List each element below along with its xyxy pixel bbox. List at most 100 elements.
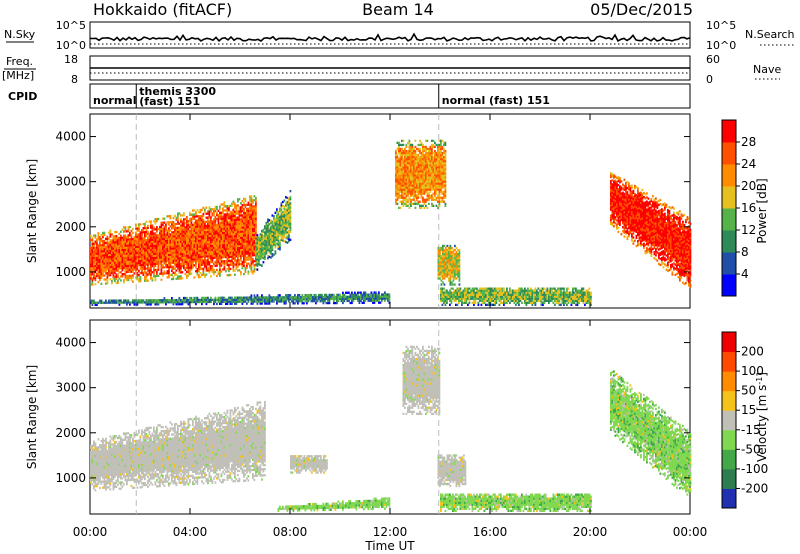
heatmap-cell: [226, 231, 229, 234]
heatmap-cell: [120, 248, 122, 252]
heatmap-cell: [416, 188, 418, 191]
heatmap-cell: [250, 205, 253, 208]
heatmap-cell: [265, 225, 268, 229]
heatmap-cell: [261, 300, 263, 303]
heatmap-cell: [192, 250, 194, 253]
heatmap-cell: [151, 252, 154, 256]
heatmap-cell: [232, 261, 235, 264]
heatmap-cell: [238, 259, 241, 262]
heatmap-cell: [235, 226, 238, 230]
heatmap-cell: [174, 299, 176, 302]
heatmap-cell: [276, 232, 278, 235]
heatmap-cell: [121, 263, 124, 266]
heatmap-cell: [117, 249, 119, 252]
heatmap-cell: [264, 241, 266, 244]
heatmap-cell: [210, 252, 212, 256]
heatmap-cell: [211, 246, 214, 249]
heatmap-cell: [440, 162, 442, 165]
heatmap-cell: [253, 233, 256, 236]
heatmap-cell: [289, 216, 292, 219]
heatmap-cell: [166, 221, 169, 224]
heatmap-cell: [261, 229, 263, 233]
heatmap-cell: [91, 258, 94, 262]
heatmap-cell: [419, 174, 421, 177]
heatmap-cell: [271, 234, 274, 237]
heatmap-cell: [127, 248, 130, 251]
heatmap-cell: [114, 237, 116, 240]
heatmap-cell: [186, 276, 188, 280]
heatmap-cell: [106, 245, 109, 248]
heatmap-cell: [443, 166, 445, 169]
heatmap-cell: [225, 235, 227, 238]
heatmap-cell: [235, 245, 238, 248]
heatmap-cell: [399, 190, 402, 193]
heatmap-cell: [398, 166, 400, 169]
heatmap-cell: [280, 204, 283, 207]
heatmap-cell: [282, 233, 284, 236]
heatmap-cell: [250, 250, 253, 253]
heatmap-cell: [431, 151, 433, 155]
heatmap-cell: [136, 233, 139, 236]
heatmap-cell: [249, 221, 251, 225]
heatmap-cell: [416, 190, 418, 193]
heatmap-cell: [96, 248, 98, 251]
heatmap-cell: [444, 202, 447, 205]
heatmap-cell: [160, 242, 163, 245]
heatmap-cell: [417, 192, 420, 195]
heatmap-cell: [169, 255, 172, 258]
heatmap-cell: [151, 224, 154, 227]
heatmap-cell: [228, 251, 230, 254]
heatmap-cell: [286, 294, 289, 297]
heatmap-cell: [273, 219, 275, 222]
heatmap-cell: [223, 296, 226, 299]
heatmap-cell: [120, 242, 122, 246]
heatmap-cell: [444, 178, 447, 181]
heatmap-cell: [135, 260, 137, 263]
heatmap-cell: [411, 151, 414, 155]
heatmap-cell: [411, 168, 414, 171]
heatmap-cell: [138, 301, 140, 304]
heatmap-cell: [249, 254, 251, 257]
heatmap-cell: [130, 246, 133, 249]
heatmap-cell: [398, 149, 400, 153]
heatmap-cell: [109, 231, 112, 234]
heatmap-cell: [238, 232, 241, 235]
heatmap-cell: [270, 221, 272, 225]
heatmap-cell: [432, 184, 435, 187]
heatmap-cell: [443, 170, 445, 173]
heatmap-cell: [123, 244, 125, 247]
heatmap-cell: [220, 237, 223, 241]
heatmap-cell: [229, 298, 232, 301]
heatmap-cell: [216, 254, 218, 257]
heatmap-cell: [405, 180, 408, 183]
heatmap-cell: [372, 295, 374, 298]
heatmap-cell: [255, 296, 257, 299]
heatmap-cell: [445, 250, 447, 254]
heatmap-cell: [112, 267, 115, 270]
heatmap-cell: [438, 178, 441, 181]
heatmap-cell: [286, 200, 289, 204]
heatmap-cell: [411, 186, 414, 189]
heatmap-cell: [145, 301, 148, 304]
heatmap-cell: [118, 299, 121, 302]
heatmap-cell: [252, 219, 254, 222]
heatmap-cell: [219, 252, 221, 255]
heatmap-cell: [133, 268, 136, 271]
heatmap-cell: [205, 255, 208, 258]
heatmap-cell: [154, 274, 157, 278]
heatmap-cell: [432, 174, 435, 177]
heatmap-cell: [232, 222, 235, 226]
heatmap-cell: [252, 229, 254, 232]
heatmap-cell: [402, 158, 405, 161]
heatmap-cell: [280, 212, 283, 215]
heatmap-cell: [312, 300, 314, 303]
heatmap-cell: [121, 256, 124, 260]
heatmap-cell: [145, 271, 148, 274]
heatmap-cell: [223, 209, 226, 212]
heatmap-cell: [130, 258, 133, 261]
heatmap-cell: [207, 253, 209, 256]
heatmap-cell: [196, 245, 199, 248]
heatmap-cell: [237, 198, 239, 201]
heatmap-cell: [205, 216, 208, 219]
heatmap-cell: [437, 151, 439, 155]
